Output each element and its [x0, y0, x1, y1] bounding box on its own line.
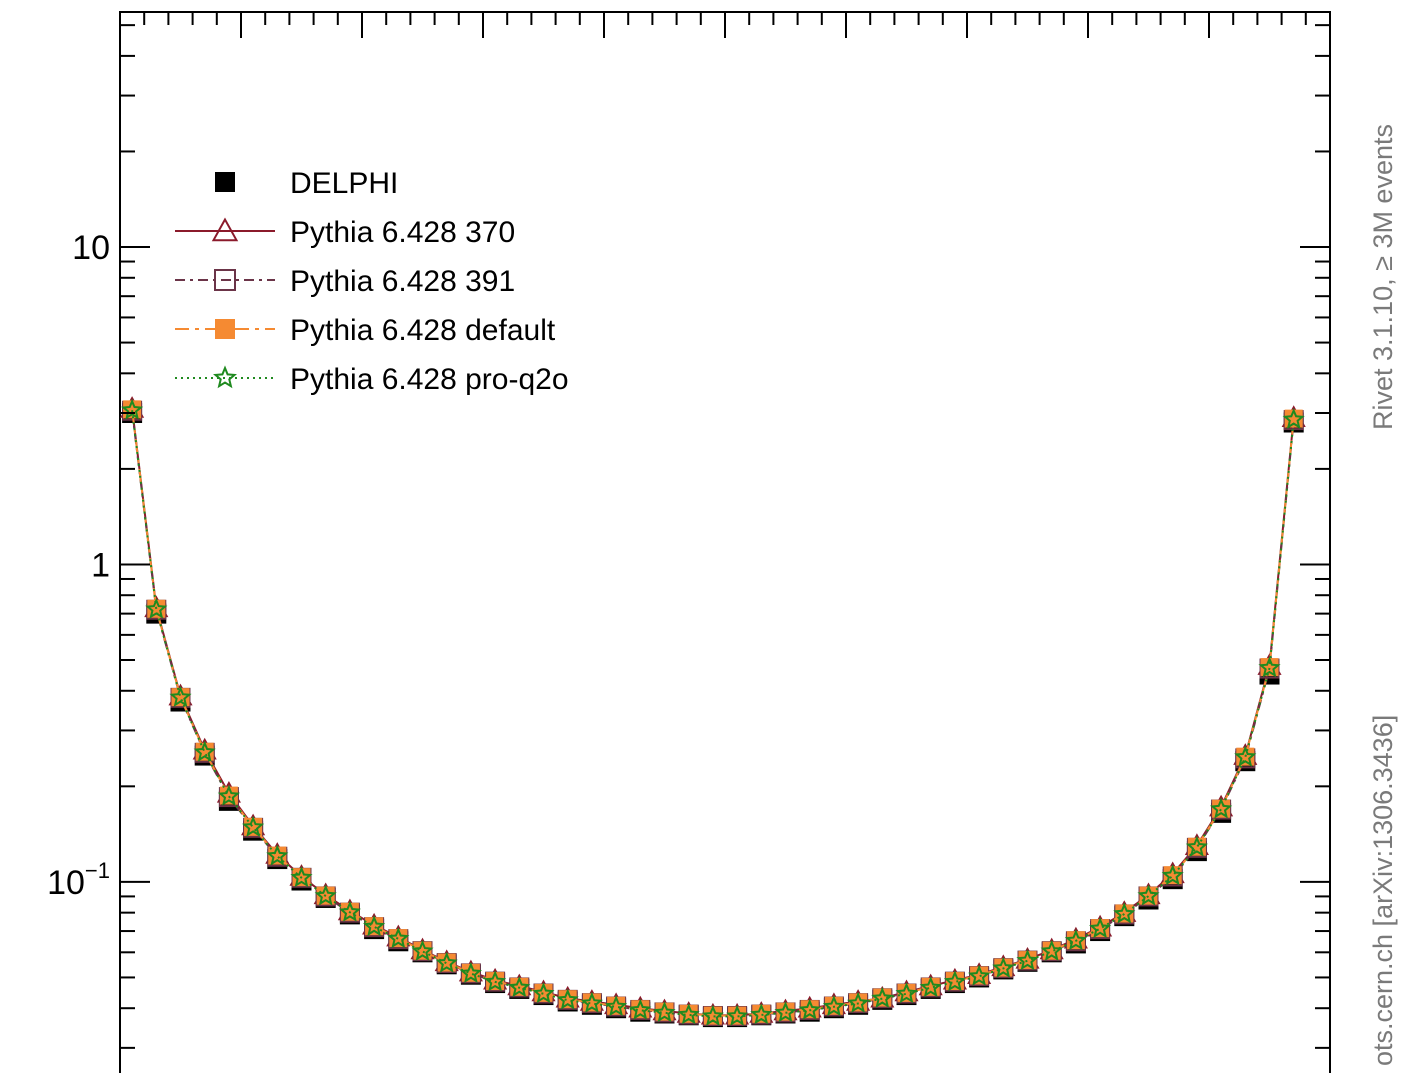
- data-point: [1185, 835, 1208, 857]
- rivet-version-prefix: Rivet 3.1.10,: [1368, 271, 1398, 430]
- y-tick-label-base: 1: [91, 546, 110, 584]
- data-point: [242, 815, 265, 837]
- data-point: [1282, 408, 1305, 430]
- data-point: [968, 964, 991, 986]
- y-tick-label: 10−1: [47, 858, 110, 902]
- data-point: [532, 982, 555, 1004]
- data-point: [1161, 864, 1184, 886]
- legend: DELPHI Pythia 6.428 370 Pythia 6.428 391 Py…: [175, 167, 569, 396]
- data-point: [508, 976, 531, 998]
- data-point: [411, 939, 434, 961]
- legend-label: Pythia 6.428 pro-q2o: [290, 363, 569, 396]
- data-point: [169, 685, 192, 707]
- data-point: [338, 900, 361, 922]
- legend-label: Pythia 6.428 370: [290, 216, 515, 249]
- y-tick-label-base: 10: [72, 229, 110, 267]
- legend-item: Pythia 6.428 default: [175, 314, 556, 347]
- data-point: [1258, 656, 1281, 678]
- data-point: [992, 956, 1015, 978]
- data-point: [193, 740, 216, 762]
- series-pythia-6-428-default: [123, 400, 1303, 1025]
- data-point: [1113, 902, 1136, 924]
- data-point: [556, 988, 579, 1010]
- data-point: [213, 365, 237, 389]
- series-line: [131, 410, 1295, 1018]
- data-point: [1040, 939, 1063, 961]
- data-point: [847, 991, 870, 1013]
- data-point: [214, 269, 236, 291]
- data-point: [653, 1001, 676, 1023]
- data-point: [943, 970, 966, 992]
- data-point: [750, 1003, 773, 1025]
- y-tick-label-exponent: −1: [85, 858, 110, 883]
- data-point: [363, 915, 386, 937]
- data-point: [580, 991, 603, 1013]
- data-point: [726, 1004, 749, 1026]
- data-point: [1234, 745, 1257, 767]
- legend-item: DELPHI: [215, 167, 398, 200]
- series-pythia-6-428-391: [122, 400, 1304, 1027]
- data-point: [387, 927, 410, 949]
- legend-item: Pythia 6.428 391: [175, 265, 515, 298]
- legend-label: Pythia 6.428 default: [290, 314, 556, 347]
- data-point: [459, 961, 482, 983]
- legend-item: Pythia 6.428 370: [175, 216, 515, 249]
- data-point: [314, 884, 337, 906]
- rivet-version-symbol: ≥: [1368, 256, 1398, 271]
- rivet-version-label: Rivet 3.1.10, ≥ 3M events: [1368, 124, 1398, 430]
- rivet-version-suffix: 3M events: [1368, 124, 1398, 256]
- data-point: [677, 1003, 700, 1025]
- data-point: [1210, 797, 1233, 819]
- y-tick-label: 1: [91, 546, 110, 584]
- series-pythia-6-428-pro-q2o: [121, 398, 1305, 1026]
- legend-label: DELPHI: [290, 167, 398, 200]
- data-point: [822, 995, 845, 1017]
- data-point: [484, 970, 507, 992]
- data-point: [605, 995, 628, 1017]
- data-point: [266, 844, 289, 866]
- source-label: ots.cern.ch [arXiv:1306.3436]: [1368, 715, 1398, 1066]
- data-point: [145, 597, 168, 619]
- legend-label: Pythia 6.428 391: [290, 265, 515, 298]
- data-point: [215, 172, 235, 192]
- data-point: [435, 951, 458, 973]
- data-point: [701, 1004, 724, 1026]
- series-pythia-6-428-370: [120, 396, 1306, 1025]
- data-point: [1064, 929, 1087, 951]
- data-point: [871, 987, 894, 1008]
- legend-item: Pythia 6.428 pro-q2o: [175, 363, 569, 396]
- y-tick-label: 10: [72, 229, 110, 267]
- data-point: [1137, 884, 1160, 906]
- data-point: [798, 998, 821, 1020]
- series-delphi: [122, 402, 1304, 1028]
- data-point: [1089, 917, 1112, 939]
- y-tick-label-base: 10: [47, 864, 85, 902]
- data-point: [290, 866, 313, 888]
- data-point: [774, 1001, 797, 1023]
- data-point: [217, 784, 240, 806]
- data-point: [1016, 949, 1039, 971]
- data-point: [211, 217, 239, 242]
- series-layer: [120, 396, 1306, 1028]
- plot-frame: [119, 11, 1331, 1073]
- data-point: [895, 982, 918, 1004]
- data-point: [215, 319, 235, 339]
- data-point: [121, 398, 144, 420]
- data-point: [919, 976, 942, 998]
- data-point: [629, 998, 652, 1020]
